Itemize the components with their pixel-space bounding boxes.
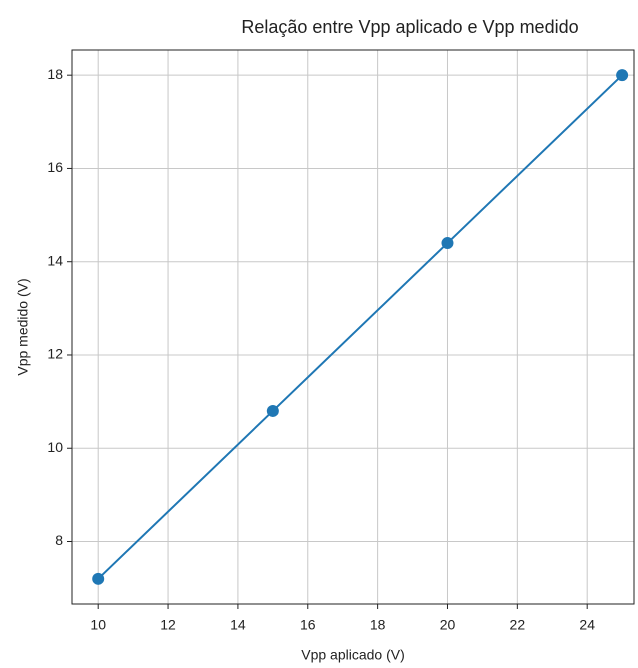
y-tick-label: 18: [47, 66, 63, 82]
y-tick-label: 12: [47, 346, 63, 362]
y-tick-label: 16: [47, 159, 63, 175]
data-point: [266, 404, 279, 417]
x-tick-label: 10: [90, 617, 106, 633]
chart-title: Relação entre Vpp aplicado e Vpp medido: [241, 17, 578, 37]
x-tick-label: 12: [160, 617, 176, 633]
x-tick-label: 18: [370, 617, 386, 633]
x-tick-label: 16: [300, 617, 316, 633]
x-tick-label: 14: [230, 617, 246, 633]
y-tick-label: 14: [47, 252, 63, 268]
y-tick-label: 8: [55, 532, 63, 548]
x-tick-label: 24: [579, 617, 595, 633]
y-axis-label: Vpp medido (V): [15, 278, 31, 375]
x-tick-label: 20: [440, 617, 456, 633]
data-point: [441, 237, 454, 250]
plot-frame: [71, 49, 635, 605]
series-line: [97, 74, 623, 580]
x-tick-label: 22: [510, 617, 526, 633]
x-axis-label: Vpp aplicado (V): [301, 647, 405, 663]
y-tick-label: 10: [47, 439, 63, 455]
data-point: [616, 69, 629, 82]
data-point: [92, 572, 105, 585]
